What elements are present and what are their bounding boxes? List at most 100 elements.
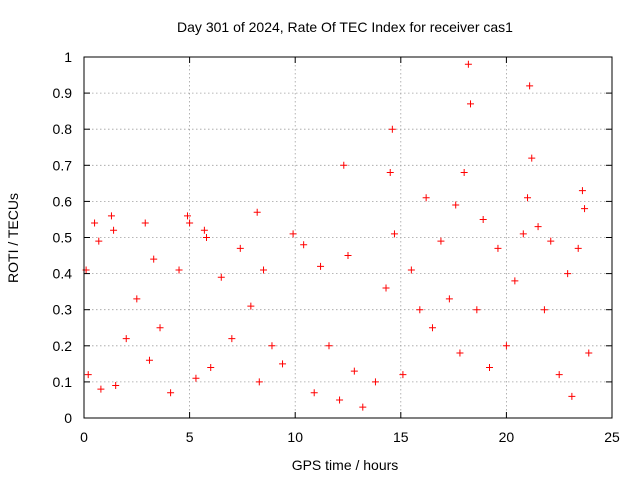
data-point	[407, 266, 415, 274]
data-point	[95, 237, 103, 245]
data-point	[437, 237, 445, 245]
y-tick-label: 0.9	[53, 85, 73, 101]
points-layer	[82, 60, 593, 411]
data-point	[107, 212, 115, 220]
data-point	[547, 237, 555, 245]
data-point	[473, 306, 481, 314]
data-point	[300, 241, 308, 249]
data-point	[416, 306, 424, 314]
data-point	[186, 219, 194, 227]
data-point	[534, 223, 542, 231]
data-point	[422, 194, 430, 202]
data-point	[578, 187, 586, 195]
x-tick-label: 15	[393, 429, 409, 445]
data-point	[167, 389, 175, 397]
x-tick-label: 10	[287, 429, 303, 445]
chart-title: Day 301 of 2024, Rate Of TEC Index for r…	[177, 19, 513, 35]
data-point	[344, 252, 352, 260]
data-point	[502, 342, 510, 350]
data-point	[350, 367, 358, 375]
x-tick-label: 0	[80, 429, 88, 445]
data-point	[456, 349, 464, 357]
data-point	[585, 349, 593, 357]
data-point	[84, 371, 92, 379]
data-point	[192, 374, 200, 382]
data-point	[156, 324, 164, 332]
data-point	[486, 363, 494, 371]
data-point	[390, 230, 398, 238]
data-point	[479, 215, 487, 223]
y-tick-label: 1	[64, 49, 72, 65]
data-point	[141, 219, 149, 227]
data-point	[466, 100, 474, 108]
y-tick-label: 0.2	[53, 338, 73, 354]
data-point	[183, 212, 191, 220]
data-point	[555, 371, 563, 379]
data-point	[207, 363, 215, 371]
data-point	[289, 230, 297, 238]
y-tick-label: 0.6	[53, 193, 73, 209]
data-point	[388, 125, 396, 133]
data-point	[564, 270, 572, 278]
data-point	[371, 378, 379, 386]
data-point	[112, 382, 120, 390]
data-point	[325, 342, 333, 350]
y-tick-label: 0	[64, 410, 72, 426]
data-point	[528, 154, 536, 162]
ticks-layer	[83, 56, 613, 419]
y-tick-label: 0.5	[53, 230, 73, 246]
data-point	[568, 392, 576, 400]
x-tick-label: 20	[499, 429, 515, 445]
data-point	[255, 378, 263, 386]
y-tick-label: 0.7	[53, 157, 73, 173]
data-point	[253, 208, 261, 216]
data-point	[110, 226, 118, 234]
data-point	[175, 266, 183, 274]
data-point	[200, 226, 208, 234]
data-point	[428, 324, 436, 332]
data-point	[386, 169, 394, 177]
data-point	[382, 284, 390, 292]
y-axis-label: ROTI / TECUs	[5, 193, 21, 283]
data-point	[150, 255, 158, 263]
data-point	[464, 60, 472, 68]
data-point	[260, 266, 268, 274]
data-point	[310, 389, 318, 397]
data-point	[122, 335, 130, 343]
data-point	[202, 234, 210, 241]
data-point	[452, 201, 460, 209]
data-point	[511, 277, 519, 285]
y-tick-label: 0.4	[53, 266, 73, 282]
y-tick-label: 0.1	[53, 374, 73, 390]
data-point	[336, 396, 344, 404]
data-point	[494, 244, 502, 252]
data-point	[524, 194, 532, 202]
y-tick-label: 0.3	[53, 302, 73, 318]
data-point	[217, 273, 225, 281]
data-point	[145, 356, 153, 364]
data-point	[133, 295, 141, 303]
data-point	[247, 302, 255, 310]
grid-layer	[84, 57, 612, 418]
data-point	[460, 169, 468, 177]
data-point	[445, 295, 453, 303]
data-point	[279, 360, 287, 368]
data-point	[317, 262, 325, 270]
data-point	[236, 244, 244, 252]
data-point	[268, 342, 276, 350]
data-point	[228, 335, 236, 343]
data-point	[574, 244, 582, 252]
data-point	[526, 82, 534, 90]
tick-labels-layer: 0 5 10 15 20 25 0 0.1 0.2 0.3 0.4 0.5 0.6 0.7 0.8 0.9 1	[53, 49, 620, 445]
x-tick-label: 5	[186, 429, 194, 445]
data-point	[91, 219, 99, 227]
data-point	[97, 385, 105, 393]
x-axis-label: GPS time / hours	[292, 457, 399, 473]
data-point	[519, 230, 527, 238]
y-tick-label: 0.8	[53, 121, 73, 137]
x-tick-label: 25	[604, 429, 620, 445]
data-point	[399, 371, 407, 379]
data-point	[359, 403, 367, 411]
